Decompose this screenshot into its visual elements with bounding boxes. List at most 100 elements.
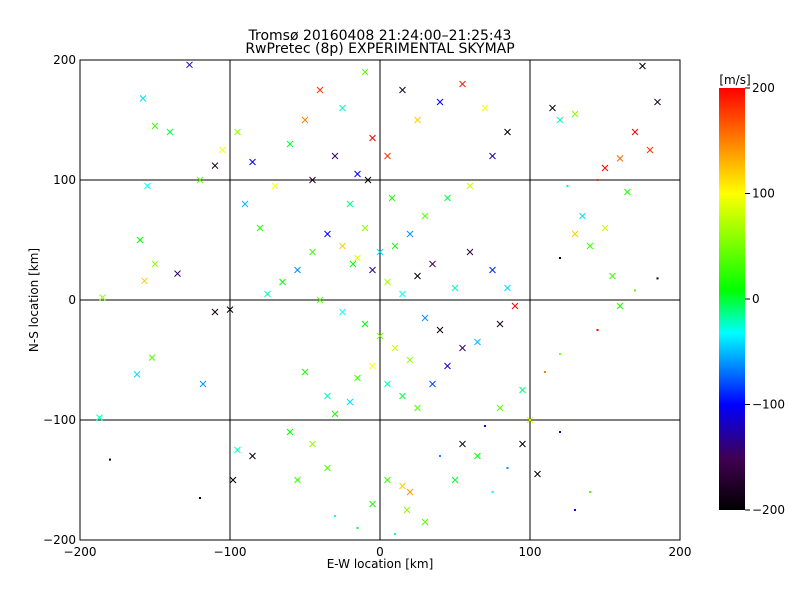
scatter-point — [596, 179, 599, 181]
y-tick-label: 0 — [68, 293, 76, 307]
scatter-point — [566, 185, 569, 187]
scatter-point — [301, 368, 309, 376]
scatter-point — [504, 128, 511, 136]
scatter-point — [249, 452, 256, 460]
scatter-point — [354, 254, 361, 262]
scatter-point — [144, 182, 151, 190]
x-tick-labels: −200 −100 0 100 200 — [64, 545, 692, 559]
scatter-point — [334, 515, 336, 517]
scatter-point — [196, 176, 204, 184]
scatter-point — [264, 290, 271, 298]
scatter-point — [559, 353, 561, 355]
scatter-point — [496, 404, 504, 412]
scatter-point — [616, 302, 624, 310]
scatter-point — [646, 146, 654, 154]
scatter-point — [349, 260, 357, 268]
x-tick-label: 100 — [519, 545, 542, 559]
scatter-point — [199, 380, 207, 388]
scatter-point — [459, 344, 466, 352]
scatter-point — [136, 236, 144, 244]
scatter-point — [361, 320, 369, 328]
grid-lines — [80, 60, 680, 540]
scatter-point — [436, 98, 444, 106]
scatter-point — [579, 212, 586, 220]
scatter-point — [459, 440, 466, 448]
scatter-point — [601, 224, 609, 232]
scatter-point — [166, 128, 174, 136]
scatter-point — [309, 440, 316, 448]
scatter-point — [429, 260, 436, 268]
scatter-point — [99, 294, 106, 301]
scatter-point — [394, 533, 396, 535]
scatter-point — [339, 242, 346, 250]
x-tick-label: −200 — [64, 545, 97, 559]
scatter-point — [211, 308, 219, 316]
scatter-point — [294, 266, 301, 274]
scatter-point — [376, 248, 384, 256]
scatter-points — [96, 61, 661, 535]
scatter-point — [444, 362, 451, 370]
scatter-point — [421, 314, 429, 322]
scatter-point — [586, 242, 594, 250]
scatter-point — [339, 308, 346, 316]
scatter-point — [496, 320, 504, 328]
scatter-point — [186, 61, 193, 69]
scatter-point — [571, 230, 579, 238]
scatter-point — [519, 386, 526, 394]
colorbar-tick-label: 200 — [752, 81, 775, 95]
scatter-point — [451, 476, 459, 484]
scatter-point — [436, 326, 444, 334]
scatter-point — [361, 68, 369, 76]
scatter-point — [148, 354, 156, 361]
scatter-point — [324, 230, 331, 238]
scatter-point — [331, 410, 339, 418]
scatter-point — [346, 398, 354, 406]
scatter-point — [324, 464, 331, 472]
scatter-point — [484, 425, 486, 427]
scatter-point — [474, 338, 481, 346]
colorbar-tick-label: −100 — [752, 398, 785, 412]
y-axis-label: N-S location [km] — [27, 248, 41, 352]
scatter-point — [354, 374, 361, 382]
scatter-point — [309, 248, 316, 256]
scatter-point — [429, 380, 436, 388]
scatter-point — [241, 200, 249, 208]
scatter-point — [226, 306, 234, 313]
scatter-point — [624, 188, 631, 196]
scatter-point — [556, 116, 564, 124]
scatter-point — [403, 506, 411, 514]
scatter-point — [384, 152, 391, 160]
scatter-point — [534, 470, 541, 478]
scatter-point — [414, 404, 421, 412]
scatter-point — [309, 176, 316, 184]
scatter-point — [199, 497, 201, 499]
scatter-point — [601, 164, 609, 172]
scatter-point — [399, 482, 406, 490]
scatter-point — [459, 80, 466, 88]
scatter-point — [356, 527, 359, 529]
colorbar-tick-label: −200 — [752, 503, 785, 517]
scatter-point — [151, 122, 159, 130]
scatter-point — [384, 476, 391, 484]
scatter-point — [234, 128, 241, 136]
scatter-point — [229, 476, 237, 484]
scatter-point — [384, 278, 391, 286]
x-axis-label: E-W location [km] — [327, 557, 434, 571]
scatter-point — [544, 371, 546, 373]
scatter-point — [151, 260, 159, 268]
scatter-point — [656, 277, 659, 280]
scatter-point — [474, 452, 481, 460]
scatter-point — [391, 344, 399, 352]
scatter-point — [324, 392, 331, 400]
scatter-point — [109, 458, 111, 461]
scatter-point — [609, 272, 616, 280]
plot-frame — [79, 59, 681, 541]
scatter-point — [286, 428, 294, 436]
scatter-point — [369, 266, 376, 274]
scatter-point — [506, 467, 509, 469]
colorbar-tick-label: 0 — [752, 292, 760, 306]
scatter-point — [639, 62, 646, 70]
scatter-point — [616, 155, 624, 162]
scatter-point — [399, 86, 406, 94]
